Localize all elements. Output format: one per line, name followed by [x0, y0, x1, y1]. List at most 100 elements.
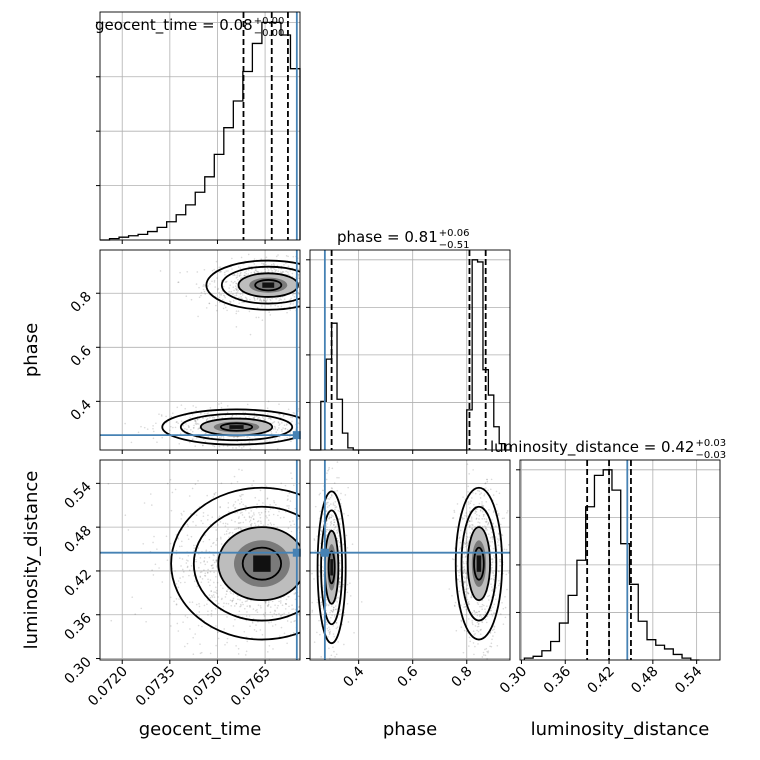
sample-point [280, 482, 283, 485]
sample-point [335, 653, 338, 656]
sample-point [253, 514, 255, 516]
sample-point [468, 520, 471, 522]
sample-point [277, 514, 279, 517]
sample-point [335, 608, 337, 611]
sample-point [259, 516, 262, 519]
sample-point [173, 600, 175, 603]
sample-point [255, 415, 258, 417]
sample-point [216, 589, 218, 592]
sample-point [152, 427, 154, 430]
sample-point [333, 650, 335, 653]
sample-point [474, 526, 476, 528]
sample-point [217, 524, 219, 526]
sample-point [302, 536, 304, 538]
sample-point [332, 609, 335, 612]
sample-point [354, 587, 356, 589]
sample-point [308, 621, 310, 623]
sample-point [175, 598, 178, 600]
sample-point [248, 520, 251, 523]
sample-point [334, 605, 337, 607]
sample-point [476, 625, 479, 628]
sample-point [161, 436, 164, 439]
sample-point [249, 519, 252, 522]
ytick-label-luminosity_distance: 0.42 [61, 566, 94, 599]
sample-point [264, 261, 267, 263]
sample-point [351, 576, 353, 578]
sample-point [333, 482, 336, 484]
sample-point [266, 498, 269, 500]
sample-point [463, 553, 466, 556]
sample-point [465, 572, 467, 575]
sample-point [231, 600, 234, 603]
sample-point [277, 421, 280, 423]
sample-point [191, 438, 194, 441]
sample-point [249, 298, 251, 301]
sample-point [266, 440, 268, 442]
sample-point [199, 571, 202, 574]
density-peak [330, 559, 333, 576]
sample-point [218, 266, 220, 269]
sample-point [463, 629, 466, 632]
sample-point [200, 291, 203, 294]
sample-point [153, 535, 155, 538]
sample-point [333, 291, 335, 293]
sample-point [320, 284, 322, 286]
sample-point [237, 278, 239, 281]
sample-point [289, 299, 291, 301]
sample-point [308, 523, 310, 525]
sample-point [467, 503, 470, 505]
sample-point [314, 543, 316, 545]
sample-point [461, 518, 464, 520]
sample-point [463, 568, 466, 571]
sample-point [469, 640, 471, 643]
sample-point [240, 528, 243, 530]
contour-3 [170, 486, 300, 641]
sample-point [134, 613, 137, 616]
sample-point [263, 299, 265, 302]
sample-point [458, 590, 461, 593]
sample-point [260, 300, 263, 303]
sample-point [294, 619, 296, 622]
panel-geocent_time-vs-luminosity_distance [100, 460, 364, 660]
sample-point [362, 555, 364, 557]
sample-point [319, 596, 322, 599]
sample-point [230, 280, 233, 283]
sample-point [346, 591, 349, 594]
sample-point [287, 273, 290, 276]
sample-point [472, 457, 474, 459]
sample-point [290, 472, 292, 474]
sample-point [204, 293, 207, 295]
sample-point [206, 417, 209, 420]
sample-point [297, 274, 300, 276]
sample-point [256, 503, 258, 506]
sample-point [330, 516, 333, 518]
sample-point [474, 492, 477, 495]
sample-point [241, 276, 243, 279]
sample-point [217, 631, 219, 634]
sample-point [326, 523, 328, 525]
sample-point [285, 254, 288, 257]
sample-point [202, 444, 204, 447]
sample-point [483, 614, 485, 617]
sample-point [334, 504, 336, 507]
sample-point [337, 641, 339, 643]
sample-point [313, 641, 316, 643]
sample-point [482, 513, 485, 516]
sample-point [489, 527, 492, 530]
sample-point [270, 418, 272, 421]
sample-point [308, 577, 310, 579]
sample-point [461, 454, 463, 456]
sample-point [335, 622, 338, 624]
sample-point [465, 545, 467, 548]
sample-point [329, 630, 332, 633]
xtick-label-geocent_time: 0.0720 [85, 664, 131, 710]
sample-point [256, 608, 258, 611]
sample-point [477, 622, 480, 625]
sample-point [303, 295, 305, 297]
sample-point [202, 417, 204, 419]
sample-point [480, 628, 482, 631]
sample-point [203, 557, 206, 559]
sample-point [313, 635, 315, 637]
sample-point [306, 279, 308, 281]
sample-point [486, 605, 488, 608]
